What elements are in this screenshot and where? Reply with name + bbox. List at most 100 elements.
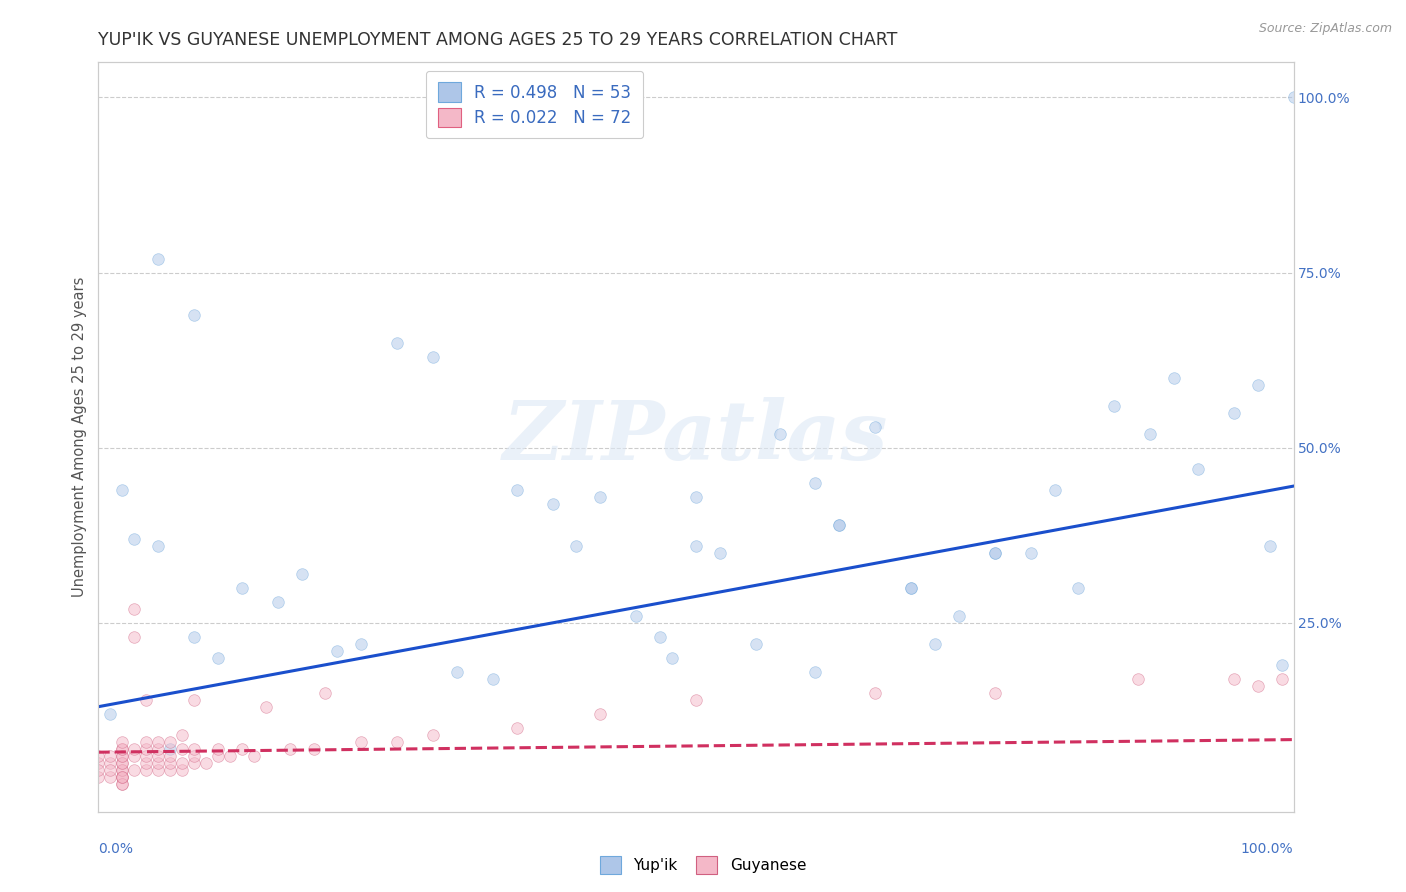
Point [900,581,922,595]
Point [278,741,301,756]
Point [1067,581,1090,595]
Point [148,539,170,553]
Point [267,594,290,608]
Point [589,706,612,721]
Point [1223,406,1246,420]
Text: 0.0%: 0.0% [98,842,134,855]
Point [709,546,731,560]
Point [148,748,170,763]
Point [506,483,529,497]
Point [124,763,146,777]
Point [984,686,1007,700]
Point [87,770,110,784]
Text: YUP'IK VS GUYANESE UNEMPLOYMENT AMONG AGES 25 TO 29 YEARS CORRELATION CHART: YUP'IK VS GUYANESE UNEMPLOYMENT AMONG AG… [98,31,898,49]
Point [828,517,851,532]
Point [87,756,110,770]
Point [148,756,170,770]
Point [183,741,205,756]
Point [984,546,1007,560]
Point [626,608,648,623]
Point [111,770,134,784]
Point [148,763,170,777]
Point [98,756,122,770]
Point [98,770,122,784]
Point [924,637,946,651]
Point [87,748,110,763]
Point [804,475,827,490]
Point [159,748,181,763]
Point [98,748,122,763]
Point [385,335,409,350]
Point [1271,672,1294,686]
Point [1187,461,1209,475]
Point [98,706,122,721]
Point [506,721,529,735]
Point [446,665,468,679]
Point [1139,426,1161,441]
Point [195,756,218,770]
Point [135,763,157,777]
Point [254,699,277,714]
Point [111,763,134,777]
Point [159,763,181,777]
Point [1128,672,1150,686]
Point [865,419,887,434]
Legend: Yup'ik, Guyanese: Yup'ik, Guyanese [593,850,813,880]
Point [183,308,205,322]
Legend: R = 0.498   N = 53, R = 0.022   N = 72: R = 0.498 N = 53, R = 0.022 N = 72 [426,70,644,138]
Point [1271,657,1294,672]
Point [124,601,146,615]
Point [148,734,170,748]
Point [111,748,134,763]
Point [111,741,134,756]
Point [422,728,444,742]
Point [172,763,194,777]
Point [111,483,134,497]
Point [231,741,253,756]
Point [159,756,181,770]
Point [1258,539,1281,553]
Point [1247,377,1270,392]
Point [135,734,157,748]
Point [183,630,205,644]
Point [1043,483,1066,497]
Point [1019,546,1042,560]
Point [172,728,194,742]
Point [661,650,683,665]
Point [124,630,146,644]
Point [984,546,1007,560]
Point [183,748,205,763]
Point [350,637,373,651]
Point [111,734,134,748]
Point [865,686,887,700]
Point [135,756,157,770]
Point [183,692,205,706]
Point [124,532,146,546]
Point [1163,370,1185,384]
Point [135,692,157,706]
Point [828,517,851,532]
Point [219,748,242,763]
Point [326,643,349,657]
Point [183,756,205,770]
Point [685,692,707,706]
Point [243,748,266,763]
Point [768,426,790,441]
Point [565,539,588,553]
Point [148,741,170,756]
Point [207,650,229,665]
Point [111,756,134,770]
Point [422,350,444,364]
Point [124,741,146,756]
Point [589,490,612,504]
Point [124,748,146,763]
Point [1282,90,1305,104]
Point [135,741,157,756]
Point [315,686,337,700]
Y-axis label: Unemployment Among Ages 25 to 29 years: Unemployment Among Ages 25 to 29 years [72,277,87,598]
Text: 100.0%: 100.0% [1241,842,1294,855]
Point [111,770,134,784]
Point [111,748,134,763]
Point [148,252,170,266]
Point [159,734,181,748]
